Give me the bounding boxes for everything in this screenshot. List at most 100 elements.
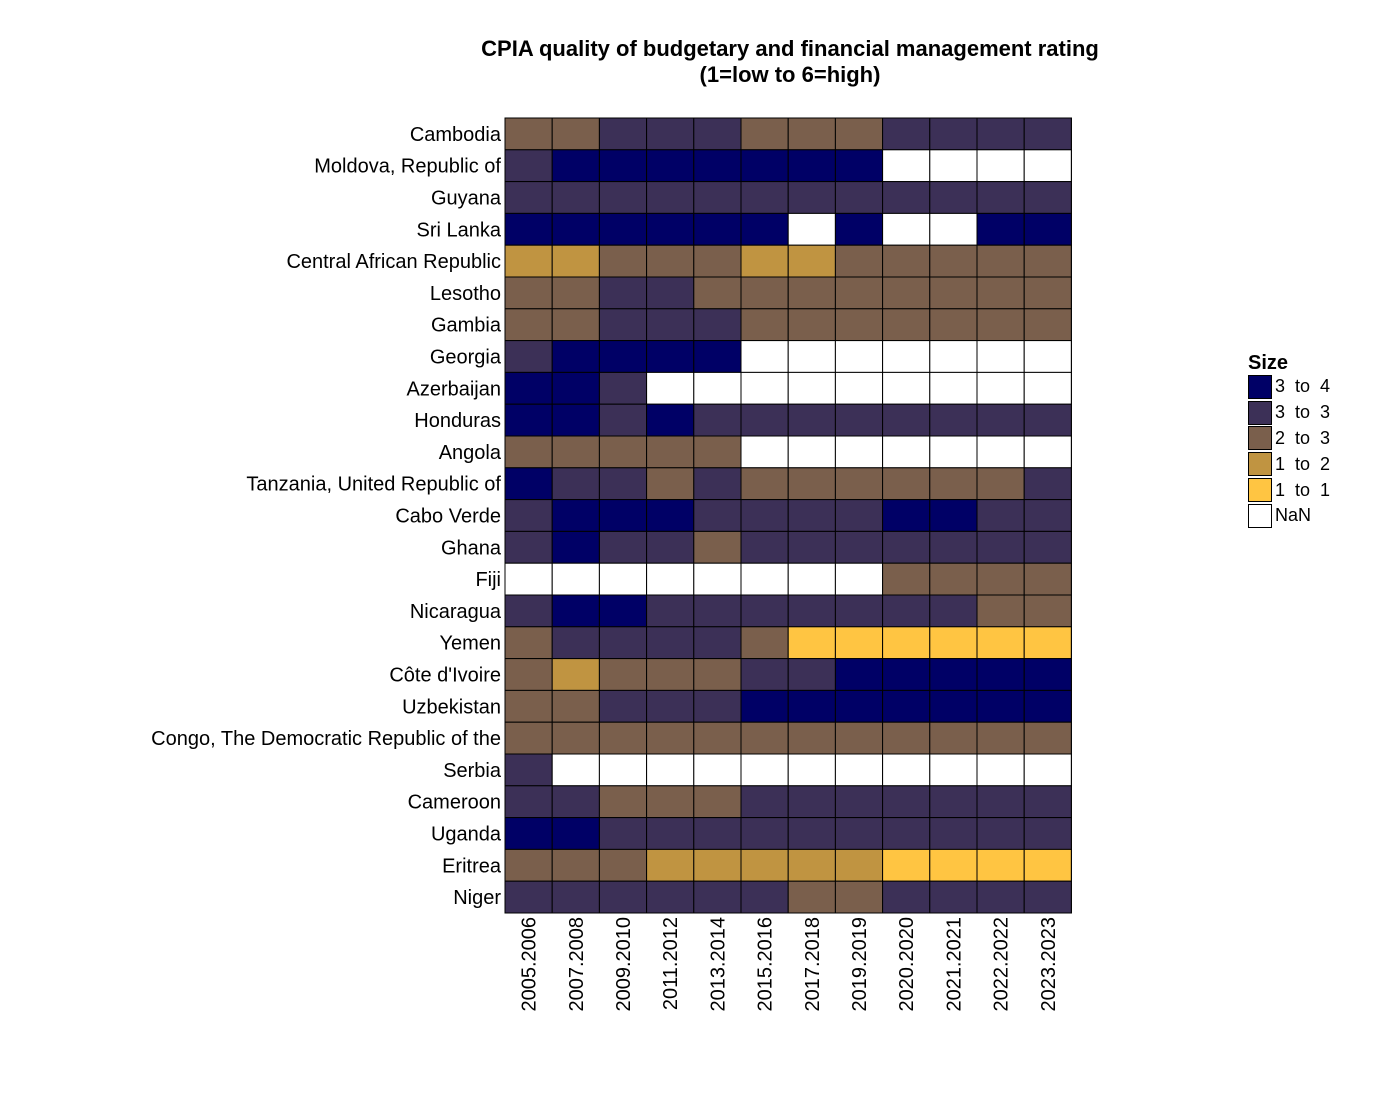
heatmap-cell	[598, 689, 648, 723]
row-label: Nicaragua	[410, 601, 502, 623]
heatmap-cell	[693, 499, 742, 532]
heatmap-cell	[834, 721, 884, 755]
heatmap-cell	[882, 340, 931, 373]
heatmap-cell	[504, 626, 553, 660]
heatmap-cell	[740, 467, 789, 501]
heatmap-cell	[834, 181, 884, 214]
heatmap-cell	[598, 848, 648, 882]
heatmap-cell	[976, 817, 1025, 850]
row-label: Georgia	[430, 347, 502, 369]
heatmap-cell	[598, 499, 648, 532]
heatmap-cell	[504, 562, 553, 596]
chart-subtitle-line: (1=low to 6=high)	[699, 62, 881, 87]
heatmap-cell	[834, 499, 884, 532]
heatmap-cell	[551, 435, 600, 469]
heatmap-cell	[504, 371, 553, 405]
heatmap-cell	[740, 244, 789, 278]
heatmap-cell	[787, 499, 836, 532]
heatmap-cell	[976, 276, 1025, 310]
heatmap-cell	[551, 721, 600, 755]
heatmap-cell	[646, 689, 695, 723]
heatmap-cell	[646, 340, 695, 373]
chart-title-line: CPIA quality of budgetary and financial …	[481, 36, 1099, 61]
heatmap-cell	[693, 149, 742, 183]
heatmap-cell	[882, 276, 931, 310]
heatmap-cell	[551, 117, 600, 151]
heatmap-cell	[693, 721, 742, 755]
heatmap-cell	[598, 340, 648, 373]
heatmap-cell	[551, 562, 600, 596]
heatmap-cell	[976, 212, 1025, 246]
heatmap-cell	[504, 499, 553, 532]
heatmap-cell	[598, 403, 648, 437]
heatmap-cell	[882, 117, 931, 151]
heatmap-cell	[693, 244, 742, 278]
heatmap-cell	[787, 181, 836, 214]
heatmap-cell	[646, 753, 695, 787]
heatmap-cell	[834, 753, 884, 787]
heatmap-cell	[1023, 403, 1072, 437]
heatmap-cell	[646, 880, 695, 914]
heatmap-cell	[787, 721, 836, 755]
heatmap-cell	[646, 149, 695, 183]
plot-frame	[504, 117, 1072, 914]
heatmap-cell	[646, 499, 695, 532]
row-label: Eritrea	[442, 855, 502, 877]
heatmap-cell	[504, 340, 553, 373]
heatmap-cell	[834, 530, 884, 564]
heatmap-cell	[976, 848, 1025, 882]
row-label: Cabo Verde	[395, 506, 501, 528]
heatmap-cell	[504, 308, 553, 342]
heatmap-cell	[504, 244, 553, 278]
heatmap-cell	[787, 753, 836, 787]
heatmap-cell	[551, 371, 600, 405]
heatmap-cell	[929, 658, 978, 691]
heatmap-cell	[646, 244, 695, 278]
row-label: Tanzania, United Republic of	[246, 474, 501, 496]
heatmap-cell	[1023, 626, 1072, 660]
heatmap-cell	[740, 530, 789, 564]
heatmap-cell	[1023, 244, 1072, 278]
column-label: 2017.2018	[802, 917, 824, 1012]
row-label: Congo, The Democratic Republic of the	[151, 728, 501, 750]
heatmap-cell	[693, 594, 742, 628]
legend-item: 3 to 4	[1248, 374, 1378, 400]
heatmap-cell	[646, 403, 695, 437]
heatmap-cell	[693, 562, 742, 596]
heatmap-cell	[976, 562, 1025, 596]
heatmap-cell	[740, 817, 789, 850]
heatmap-cell	[929, 689, 978, 723]
heatmap-cell	[693, 340, 742, 373]
row-label: Côte d'Ivoire	[389, 665, 501, 687]
heatmap-cell	[976, 117, 1025, 151]
heatmap-cell	[1023, 721, 1072, 755]
heatmap-cell	[976, 181, 1025, 214]
heatmap-cell	[882, 594, 931, 628]
heatmap-cell	[551, 753, 600, 787]
heatmap-cell	[740, 308, 789, 342]
heatmap-cell	[693, 181, 742, 214]
heatmap-cell	[551, 499, 600, 532]
heatmap-cell	[598, 467, 648, 501]
heatmap-cell	[646, 848, 695, 882]
heatmap-cell	[1023, 785, 1072, 819]
heatmap-cell	[929, 340, 978, 373]
chart-title: CPIA quality of budgetary and financial …	[390, 36, 1190, 88]
row-label: Niger	[453, 887, 501, 909]
heatmap-cell	[551, 212, 600, 246]
heatmap-cell	[740, 658, 789, 691]
row-label: Honduras	[414, 410, 501, 432]
heatmap-cell	[976, 340, 1025, 373]
heatmap-cell	[740, 149, 789, 183]
heatmap-cell	[504, 689, 553, 723]
heatmap-cell	[693, 117, 742, 151]
legend-swatch	[1248, 478, 1272, 503]
heatmap-cell	[882, 435, 931, 469]
heatmap-cell	[693, 371, 742, 405]
heatmap-cell	[693, 689, 742, 723]
legend-label: 1 to 1	[1275, 479, 1331, 500]
heatmap-cell	[834, 117, 884, 151]
heatmap-cell	[740, 689, 789, 723]
row-label: Cambodia	[410, 124, 502, 146]
